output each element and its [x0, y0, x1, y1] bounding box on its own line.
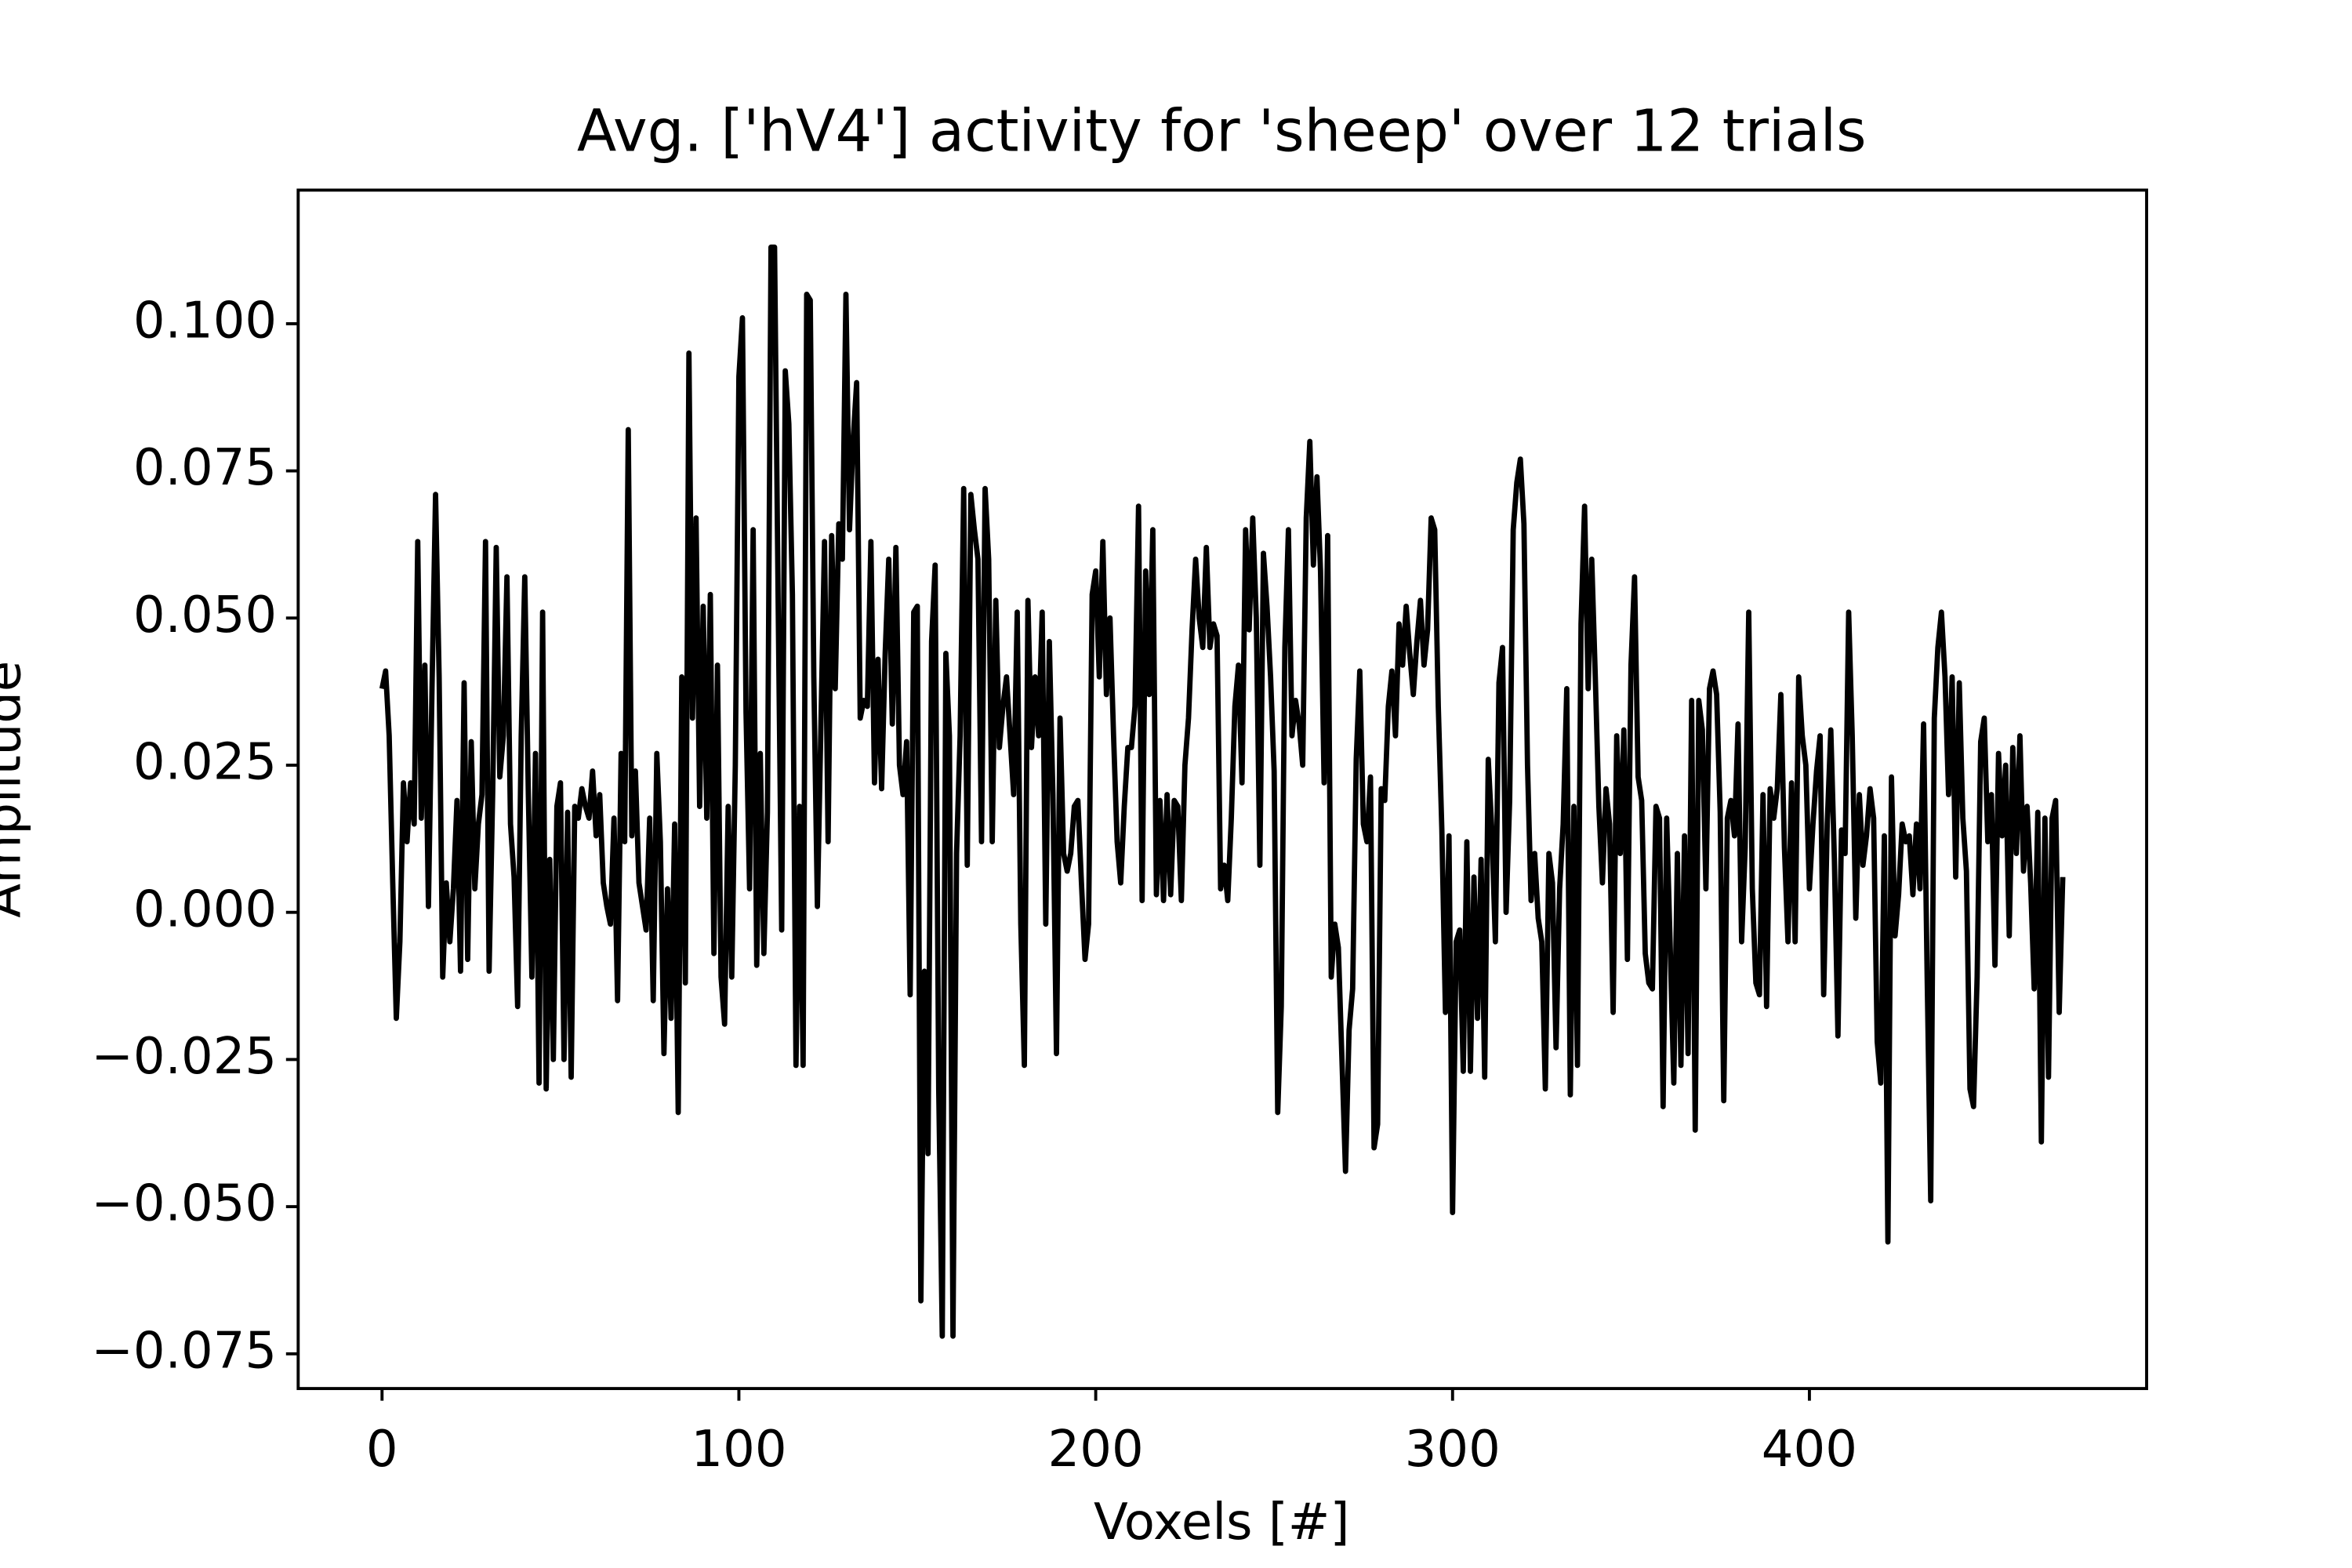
y-tick-label: 0.025	[133, 734, 277, 792]
x-tick-label: 300	[1405, 1421, 1501, 1479]
plot-frame	[296, 188, 2148, 1391]
y-axis-label: Amplitude	[0, 661, 32, 918]
x-axis-label: Voxels [#]	[1094, 1494, 1349, 1552]
y-tick-label: −0.050	[91, 1175, 277, 1233]
data-line	[379, 244, 2066, 1339]
y-tick-label: 0.075	[133, 439, 277, 497]
x-tick-label: 400	[1762, 1421, 1857, 1479]
y-tick-label: 0.100	[133, 292, 277, 350]
x-tick-label: 100	[691, 1421, 786, 1479]
chart-title: Avg. ['hV4'] activity for 'sheep' over 1…	[577, 99, 1867, 165]
y-tick-label: 0.050	[133, 586, 277, 644]
x-tick-label: 0	[366, 1421, 398, 1479]
y-tick-label: −0.025	[91, 1028, 277, 1086]
y-tick-label: −0.075	[91, 1322, 277, 1380]
x-tick-label: 200	[1048, 1421, 1144, 1479]
y-tick-label: 0.000	[133, 880, 277, 938]
